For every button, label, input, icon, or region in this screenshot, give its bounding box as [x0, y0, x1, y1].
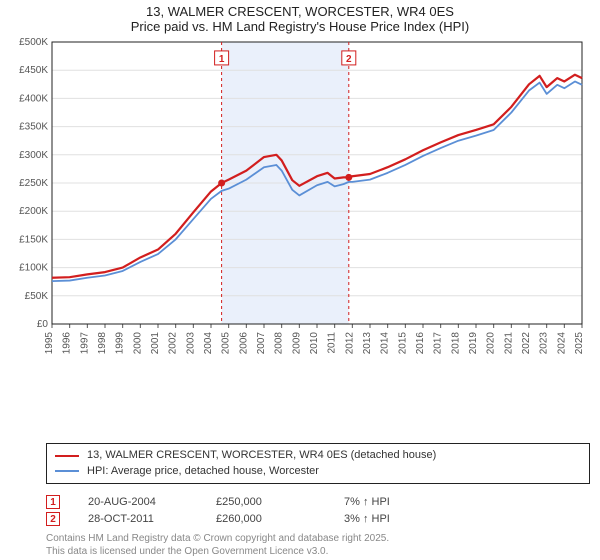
x-tick-label: 2015 — [397, 332, 408, 355]
x-tick-label: 2005 — [221, 332, 232, 355]
x-tick-label: 2011 — [327, 332, 338, 354]
y-tick-label: £400K — [19, 93, 48, 104]
x-tick-label: 2012 — [344, 332, 355, 355]
chart-title-line2: Price paid vs. HM Land Registry's House … — [10, 19, 590, 34]
sale-delta: 7% ↑ HPI — [344, 496, 404, 508]
legend-item-1: 13, WALMER CRESCENT, WORCESTER, WR4 0ES … — [55, 448, 581, 463]
x-tick-label: 2020 — [486, 332, 497, 355]
x-tick-label: 2000 — [132, 332, 143, 355]
x-tick-label: 2008 — [274, 332, 285, 355]
footer: Contains HM Land Registry data © Crown c… — [46, 533, 590, 558]
y-tick-label: £0 — [37, 319, 49, 330]
sale-marker-dot — [218, 180, 225, 187]
sale-row: 1 20-AUG-2004 £250,000 7% ↑ HPI — [46, 495, 590, 509]
chart-title-block: 13, WALMER CRESCENT, WORCESTER, WR4 0ES … — [10, 4, 590, 34]
x-tick-label: 1998 — [97, 332, 108, 355]
x-tick-label: 1996 — [62, 332, 73, 355]
y-tick-label: £250K — [19, 178, 48, 189]
footer-line1: Contains HM Land Registry data © Crown c… — [46, 533, 590, 546]
legend-swatch-2 — [55, 470, 79, 472]
x-tick-label: 1999 — [115, 332, 126, 355]
x-tick-label: 2004 — [203, 332, 214, 355]
chart-area: £0 £50K £100K £150K £200K £250K £300K £350K £400… — [10, 36, 590, 437]
legend-swatch-1 — [55, 455, 79, 457]
x-tick-label: 2003 — [185, 332, 196, 355]
y-tick-label: £200K — [19, 206, 48, 217]
x-tick-label: 2018 — [450, 332, 461, 355]
x-tick-label: 1995 — [44, 332, 55, 355]
reference-marker-label: 2 — [346, 54, 352, 65]
y-tick-label: £500K — [19, 37, 48, 48]
x-tick-label: 2024 — [556, 332, 567, 355]
legend-item-2: HPI: Average price, detached house, Worc… — [55, 464, 581, 479]
y-tick-label: £50K — [25, 291, 49, 302]
x-tick-label: 2007 — [256, 332, 267, 355]
x-tick-label: 2019 — [468, 332, 479, 355]
x-tick-label: 2001 — [150, 332, 161, 355]
x-tick-label: 2006 — [238, 332, 249, 355]
legend-label-2: HPI: Average price, detached house, Worc… — [87, 464, 319, 479]
x-tick-label: 2014 — [380, 332, 391, 355]
y-tick-label: £300K — [19, 150, 48, 161]
x-tick-label: 2025 — [574, 332, 585, 355]
x-tick-label: 2002 — [168, 332, 179, 355]
sale-row: 2 28-OCT-2011 £260,000 3% ↑ HPI — [46, 512, 590, 526]
x-tick-label: 2010 — [309, 332, 320, 355]
x-tick-label: 1997 — [79, 332, 90, 355]
chart-title-line1: 13, WALMER CRESCENT, WORCESTER, WR4 0ES — [10, 4, 590, 19]
x-tick-label: 2023 — [539, 332, 550, 355]
line-chart-svg: £0 £50K £100K £150K £200K £250K £300K £350K £400… — [10, 36, 590, 366]
y-tick-label: £100K — [19, 263, 48, 274]
sale-delta: 3% ↑ HPI — [344, 513, 404, 525]
reference-marker-label: 1 — [219, 54, 225, 65]
sale-price: £250,000 — [216, 496, 316, 508]
sales-list: 1 20-AUG-2004 £250,000 7% ↑ HPI 2 28-OCT-2011… — [46, 492, 590, 529]
footer-line2: This data is licensed under the Open Gov… — [46, 546, 590, 559]
y-tick-label: £350K — [19, 122, 48, 133]
legend: 13, WALMER CRESCENT, WORCESTER, WR4 0ES … — [46, 443, 590, 484]
sale-marker-box: 1 — [46, 495, 60, 509]
sale-marker-box: 2 — [46, 512, 60, 526]
sale-date: 28-OCT-2011 — [88, 513, 188, 525]
sale-price: £260,000 — [216, 513, 316, 525]
x-tick-label: 2017 — [433, 332, 444, 355]
sale-date: 20-AUG-2004 — [88, 496, 188, 508]
x-tick-label: 2016 — [415, 332, 426, 355]
x-tick-label: 2013 — [362, 332, 373, 355]
y-tick-label: £450K — [19, 65, 48, 76]
x-tick-label: 2009 — [291, 332, 302, 355]
x-tick-label: 2021 — [503, 332, 514, 355]
sale-marker-dot — [345, 174, 352, 181]
y-tick-label: £150K — [19, 234, 48, 245]
x-tick-label: 2022 — [521, 332, 532, 355]
legend-label-1: 13, WALMER CRESCENT, WORCESTER, WR4 0ES … — [87, 448, 436, 463]
